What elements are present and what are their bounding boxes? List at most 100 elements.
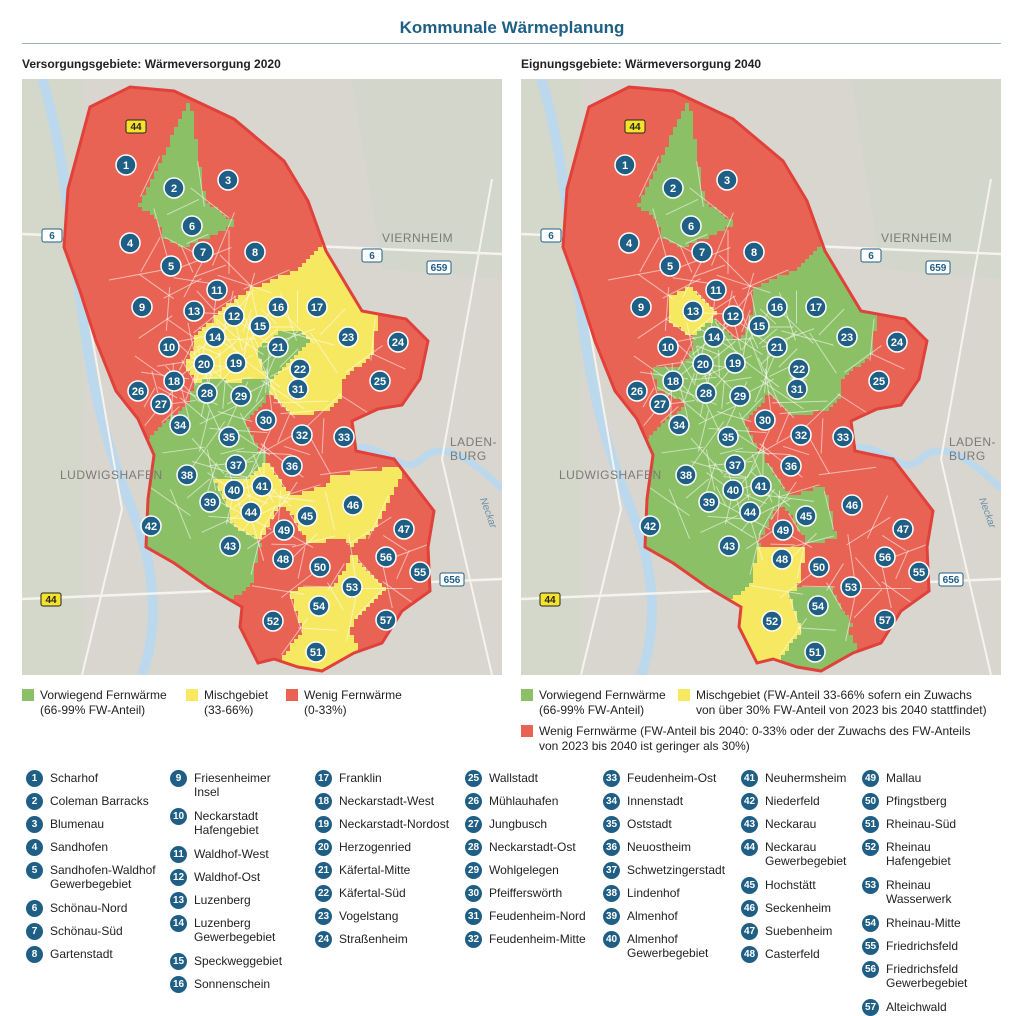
district-badge-11: 11 <box>206 279 228 301</box>
district-name: Käfertal-Mitte <box>339 863 411 877</box>
district-badge-28: 28 <box>695 382 717 404</box>
district-number-badge: 32 <box>465 931 482 948</box>
district-number-badge: 15 <box>170 953 187 970</box>
district-badge-6: 6 <box>680 215 702 237</box>
district-badge-18: 18 <box>163 370 185 392</box>
svg-text:23: 23 <box>841 332 853 344</box>
district-name: Rheinau-Mitte <box>886 916 961 930</box>
district-badge-22: 22 <box>788 358 810 380</box>
svg-text:8: 8 <box>751 247 757 259</box>
svg-text:49: 49 <box>278 525 290 537</box>
map-2040-subtitle: Eignungsgebiete: Wärmeversorgung 2040 <box>521 57 762 71</box>
district-name: Neckarau <box>765 817 817 831</box>
district-number-badge: 50 <box>862 793 879 810</box>
district-number-badge: 4 <box>26 839 43 856</box>
svg-text:44: 44 <box>45 595 57 606</box>
district-badge-8: 8 <box>743 241 765 263</box>
district-name: Friedrichsfeld Gewerbegebiet <box>886 962 968 990</box>
svg-text:33: 33 <box>837 432 849 444</box>
svg-text:21: 21 <box>771 342 783 354</box>
svg-text:21: 21 <box>272 342 284 354</box>
district-name: Alteichwald <box>886 1000 947 1014</box>
svg-text:28: 28 <box>201 388 213 400</box>
svg-text:19: 19 <box>230 358 242 370</box>
district-number-badge: 3 <box>26 816 43 833</box>
district-badge-47: 47 <box>892 518 914 540</box>
district-badge-7: 7 <box>691 241 713 263</box>
district-name: Gartenstadt <box>50 947 113 961</box>
district-badge-15: 15 <box>249 315 271 337</box>
svg-text:30: 30 <box>260 415 272 427</box>
district-badge-57: 57 <box>874 609 896 631</box>
district-number-badge: 40 <box>603 931 620 948</box>
place-label: VIERNHEIM <box>382 231 453 245</box>
road-shield: 6 <box>540 228 562 243</box>
district-number-badge: 7 <box>26 923 43 940</box>
svg-text:6: 6 <box>688 221 694 233</box>
svg-text:13: 13 <box>687 306 699 318</box>
district-badge-56: 56 <box>375 546 397 568</box>
svg-text:4: 4 <box>127 238 134 250</box>
district-number-badge: 17 <box>315 770 332 787</box>
svg-text:10: 10 <box>163 342 175 354</box>
district-number-badge: 33 <box>603 770 620 787</box>
district-badge-48: 48 <box>771 548 793 570</box>
svg-text:54: 54 <box>812 601 825 613</box>
legend-item-green: Vorwiegend Fernwärme (66-99% FW-Anteil) <box>22 688 167 717</box>
svg-text:54: 54 <box>313 601 326 613</box>
district-badge-19: 19 <box>225 352 247 374</box>
district-badge-55: 55 <box>908 561 930 583</box>
svg-text:5: 5 <box>168 261 174 273</box>
svg-text:40: 40 <box>727 485 739 497</box>
district-name: Luzenberg Gewerbegebiet <box>194 916 276 944</box>
svg-text:35: 35 <box>223 432 235 444</box>
svg-text:9: 9 <box>638 302 644 314</box>
svg-text:6: 6 <box>49 231 55 242</box>
district-name: Oststadt <box>627 817 672 831</box>
svg-text:12: 12 <box>228 311 240 323</box>
svg-text:48: 48 <box>277 554 289 566</box>
svg-text:45: 45 <box>800 511 812 523</box>
svg-text:5: 5 <box>667 261 673 273</box>
svg-text:38: 38 <box>181 470 193 482</box>
district-number-badge: 19 <box>315 816 332 833</box>
district-badge-33: 33 <box>333 426 355 448</box>
district-name: Sandhofen-Waldhof Gewerbegebiet <box>50 863 156 891</box>
district-badge-10: 10 <box>657 336 679 358</box>
road-shield: 6 <box>361 248 383 263</box>
svg-text:26: 26 <box>631 386 643 398</box>
place-label: BURG <box>450 449 487 463</box>
district-badge-34: 34 <box>169 414 191 436</box>
svg-text:3: 3 <box>724 175 730 187</box>
district-number-badge: 20 <box>315 839 332 856</box>
svg-text:656: 656 <box>444 575 461 586</box>
district-badge-49: 49 <box>273 519 295 541</box>
svg-text:6: 6 <box>548 231 554 242</box>
svg-text:44: 44 <box>130 122 142 133</box>
district-number-badge: 36 <box>603 839 620 856</box>
district-badge-39: 39 <box>698 491 720 513</box>
legend-label: Vorwiegend Fernwärme <box>40 688 167 702</box>
svg-text:659: 659 <box>431 263 448 274</box>
district-number-badge: 37 <box>603 862 620 879</box>
district-number-badge: 31 <box>465 908 482 925</box>
svg-text:34: 34 <box>174 420 187 432</box>
legend-label: (66-99% FW-Anteil) <box>40 703 146 717</box>
legend-item-yellow: Mischgebiet (33-66%) <box>186 688 268 717</box>
district-badge-30: 30 <box>255 409 277 431</box>
svg-text:42: 42 <box>145 521 157 533</box>
svg-text:11: 11 <box>211 285 223 297</box>
district-badge-6: 6 <box>181 215 203 237</box>
legend-label: von über 30% FW-Anteil von 2023 bis 2040… <box>696 703 987 717</box>
district-name: Sandhofen <box>50 840 109 854</box>
svg-text:18: 18 <box>168 376 180 388</box>
district-badge-40: 40 <box>223 479 245 501</box>
district-badge-20: 20 <box>193 353 215 375</box>
district-name: Almenhof <box>627 909 678 923</box>
svg-text:56: 56 <box>879 552 891 564</box>
district-name: Wallstadt <box>489 771 538 785</box>
district-badge-23: 23 <box>337 326 359 348</box>
district-badge-42: 42 <box>639 515 661 537</box>
district-number-badge: 10 <box>170 808 187 825</box>
svg-text:50: 50 <box>813 562 825 574</box>
